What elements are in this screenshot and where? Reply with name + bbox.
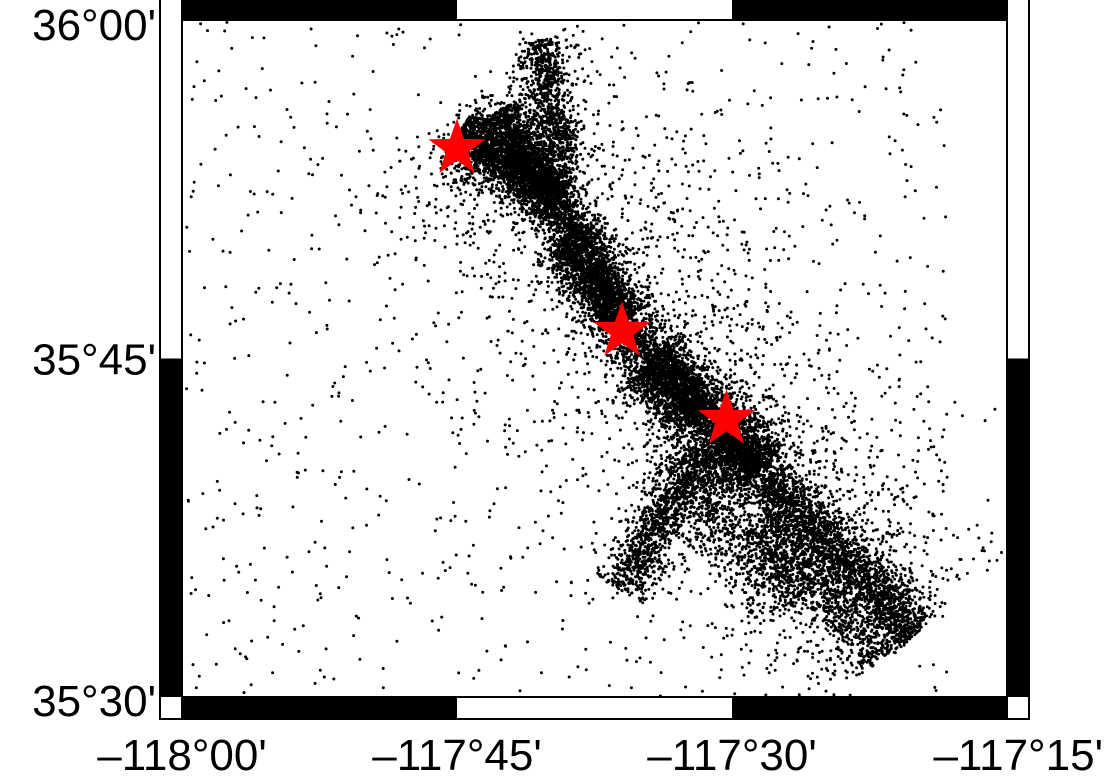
y-tick-label: 36°00' bbox=[32, 1, 156, 50]
x-tick-label: –118°00' bbox=[97, 731, 267, 777]
earthquake-events bbox=[185, 20, 1003, 698]
plot-border bbox=[181, 19, 1008, 698]
frame-bottom-segment bbox=[182, 697, 457, 719]
frame-right-segment bbox=[1007, 358, 1029, 697]
y-tick-label: 35°45' bbox=[32, 336, 156, 385]
event-dots bbox=[185, 20, 1003, 698]
map-frame bbox=[159, 0, 1030, 720]
frame-bottom-segment bbox=[732, 697, 1007, 719]
mainshock-star-1 bbox=[428, 118, 486, 173]
frame-left-segment bbox=[160, 358, 182, 697]
mainshock-stars bbox=[428, 118, 755, 444]
frame-top-segment bbox=[182, 0, 457, 20]
x-tick-label: –117°30' bbox=[647, 731, 817, 777]
mainshock-star-2 bbox=[593, 301, 651, 356]
frame-top-segment bbox=[732, 0, 1007, 20]
x-tick-label: –117°45' bbox=[372, 731, 542, 777]
x-tick-label: –117°15' bbox=[933, 731, 1103, 777]
tick-labels: –118°00' –117°45' –117°30' –117°15' 36°00' 35… bbox=[32, 1, 1103, 777]
y-tick-label: 35°30' bbox=[32, 677, 156, 726]
mainshock-star-3 bbox=[698, 389, 755, 444]
